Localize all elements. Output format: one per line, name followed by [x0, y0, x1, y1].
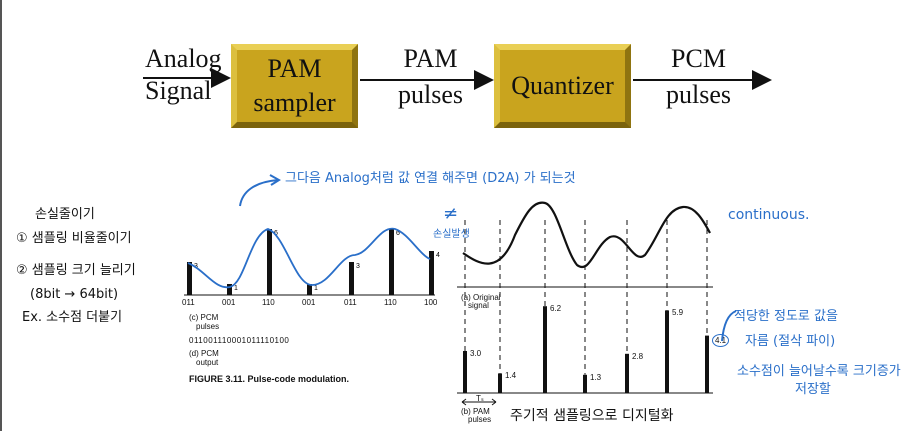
pam-sampler-line1: PAM [267, 54, 322, 83]
pam-label-b2: pulses [468, 415, 492, 424]
original-signal-curve [462, 201, 711, 269]
pcm-code: 100 [424, 298, 438, 307]
pcm-code: 011 [344, 298, 357, 307]
pcm-code: 110 [262, 298, 275, 307]
pam-bar [583, 374, 587, 393]
note-left-item4: Ex. 소수점 더붙기 [22, 310, 123, 325]
pcm-bar [349, 262, 354, 295]
quantizer-label: Quantizer [511, 71, 614, 100]
pcm-bar-label: 6 [396, 230, 400, 237]
pcm-bar-label: 6 [274, 230, 278, 237]
pcm-code: 001 [302, 298, 316, 307]
pam-value-label: 4.1 [712, 333, 730, 347]
note-right-arrow [721, 310, 737, 342]
pam-value-labels: 3.0 1.4 6.2 1.3 2.8 5.9 4.1 [455, 195, 730, 410]
pcm-bitstream: 011001110001011110100 [189, 336, 290, 345]
pam-pulses-label: PAM pulses [398, 44, 463, 109]
pcm-bar [227, 284, 232, 295]
pam-label-b: (b) PAM [461, 407, 490, 416]
window-edge [0, 0, 2, 431]
pam-dashes [464, 220, 708, 375]
analog-signal-label: Analog Signal [145, 44, 222, 105]
note-right-4: 저장할 [795, 382, 831, 397]
pcm-bar [429, 251, 434, 295]
note-left-item1: ① 샘플링 비율줄이기 [16, 231, 132, 246]
note-continuous: continuous. [728, 207, 810, 223]
pcm-label-d: (d) PCM [189, 349, 219, 358]
figure-caption: FIGURE 3.11. Pulse-code modulation. [189, 374, 350, 384]
note-right-2: 자름 (절삭 파이) [745, 334, 836, 349]
note-left-title: 손실줄이기 [35, 207, 95, 222]
pam-sampler-block: PAM sampler [231, 44, 358, 128]
pcm-bar-label: 1 [314, 285, 318, 292]
note-right-3: 소수점이 늘어날수록 크기증가 [737, 364, 901, 379]
pam-value-label: 1.3 [590, 372, 602, 382]
pcm-code: 011 [182, 298, 195, 307]
note-bottom: 주기적 샘플링으로 디지털화 [510, 408, 674, 424]
pam-value-label: 6.2 [550, 304, 562, 314]
note-not-equal: ≠ [443, 203, 459, 224]
pcm-bar [267, 229, 272, 295]
pcm-blue-curve [187, 227, 431, 289]
pam-bar [705, 335, 709, 393]
pam-bar [498, 373, 502, 393]
pcm-codes: 011 001 110 001 011 110 100 [180, 298, 440, 310]
note-loss: 손실발생 [433, 229, 470, 240]
pam-bars [463, 306, 709, 393]
pam-value-label: 3.0 [470, 349, 482, 358]
pcm-bar [187, 262, 192, 295]
pcm-code: 001 [222, 298, 236, 307]
pcm-bar-label: 1 [234, 285, 238, 292]
pam-value-label: 1.4 [505, 371, 517, 381]
pcm-bar-label: 3 [356, 263, 360, 270]
pam-value-label: 2.8 [632, 351, 644, 361]
pcm-label-c: (c) PCM [189, 313, 219, 322]
pam-bar [665, 310, 669, 393]
pcm-bar [389, 229, 394, 295]
pam-bar [543, 306, 547, 393]
note-right-1: 적당한 정도로 값을 [734, 309, 838, 324]
pam-sampler-line2: sampler [253, 88, 336, 117]
pam-label-a2: signal [468, 301, 489, 310]
pcm-bar-label: 4 [436, 252, 440, 259]
note-pointer-arrow [239, 174, 281, 207]
pcm-code: 110 [384, 298, 397, 307]
note-left-item3: (8bit → 64bit) [30, 287, 119, 302]
pcm-pulses-label: PCM pulses [666, 44, 731, 109]
pam-bar [463, 351, 467, 393]
pam-figure [457, 201, 713, 394]
note-left-item2: ② 샘플링 크기 늘리기 [16, 263, 136, 278]
quantizer-block: Quantizer [494, 44, 631, 128]
pcm-bar [307, 284, 312, 295]
period-arrow [461, 398, 497, 406]
pcm-label-d2: output [196, 358, 219, 367]
pam-value-label: 5.9 [672, 308, 684, 318]
pam-period: Tₛ [476, 394, 484, 403]
pam-bar [625, 353, 629, 393]
pcm-label-c2: pulses [196, 322, 220, 331]
pam-label-a: (a) Original [461, 293, 501, 302]
note-top-blue: 그다음 Analog처럼 값 연결 해주면 (D2A) 가 되는것 [285, 171, 576, 186]
